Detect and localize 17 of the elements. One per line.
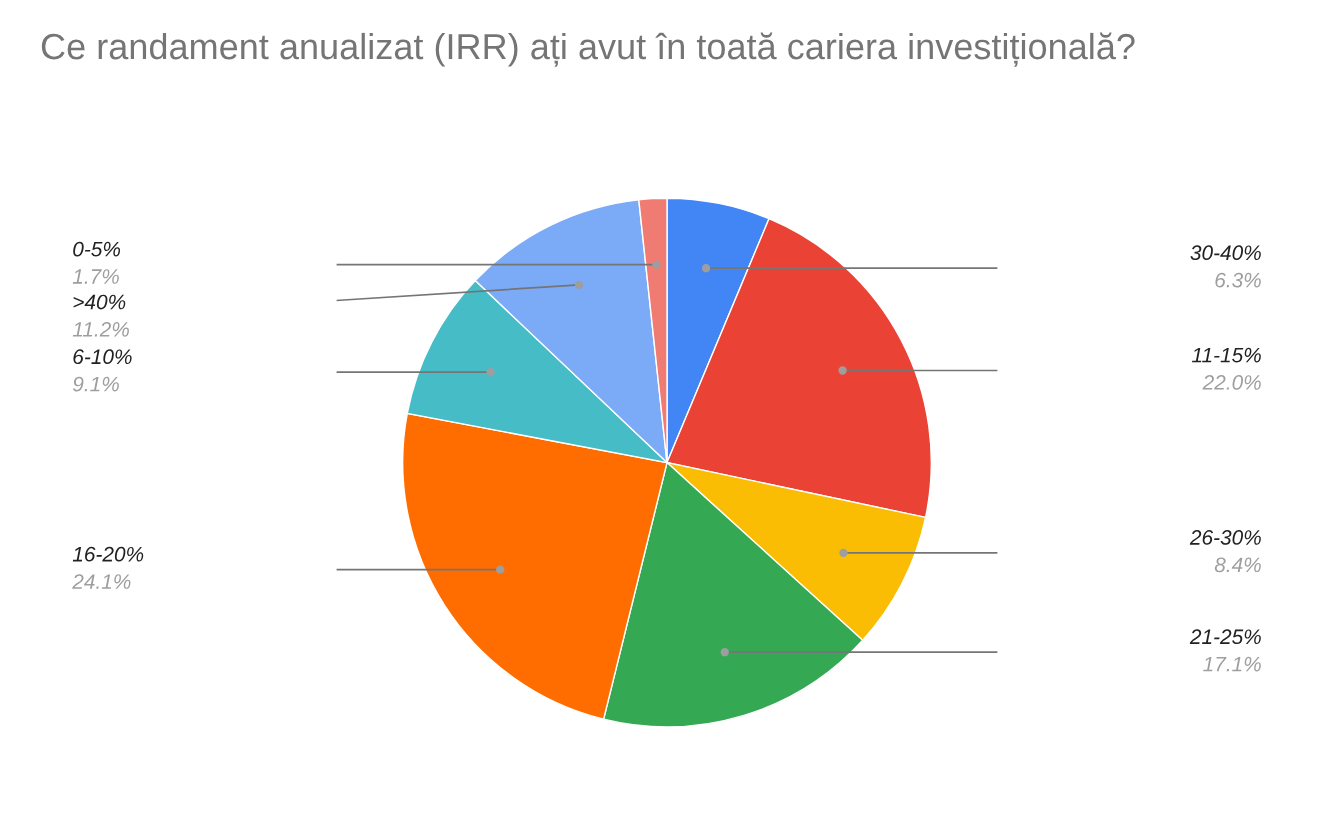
slice-label: >40%: [73, 294, 126, 310]
data-label: 6.3%: [1215, 272, 1261, 288]
data-label: 11.2%: [72, 321, 129, 337]
slice-label: 16-20%: [72, 546, 144, 562]
slice-label: 0-5%: [73, 241, 121, 257]
data-label: 8.4%: [1214, 557, 1261, 573]
slice-label: 21-25%: [1189, 629, 1261, 645]
data-label: 9.1%: [72, 376, 119, 392]
data-label: 1.7%: [72, 269, 119, 284]
slice-label: 26-30%: [1189, 530, 1261, 545]
data-label: 17.1%: [1203, 656, 1261, 672]
data-label: 22.0%: [1202, 375, 1261, 390]
slice-label: 6-10%: [73, 349, 132, 365]
slice-label: 11-15%: [1191, 347, 1261, 363]
data-label: 24.1%: [72, 574, 131, 589]
slice-label: 30-40%: [1190, 245, 1261, 261]
chart-title: Ce randament anualizat (IRR) ați avut în toată cariera investițională?: [41, 32, 1135, 67]
